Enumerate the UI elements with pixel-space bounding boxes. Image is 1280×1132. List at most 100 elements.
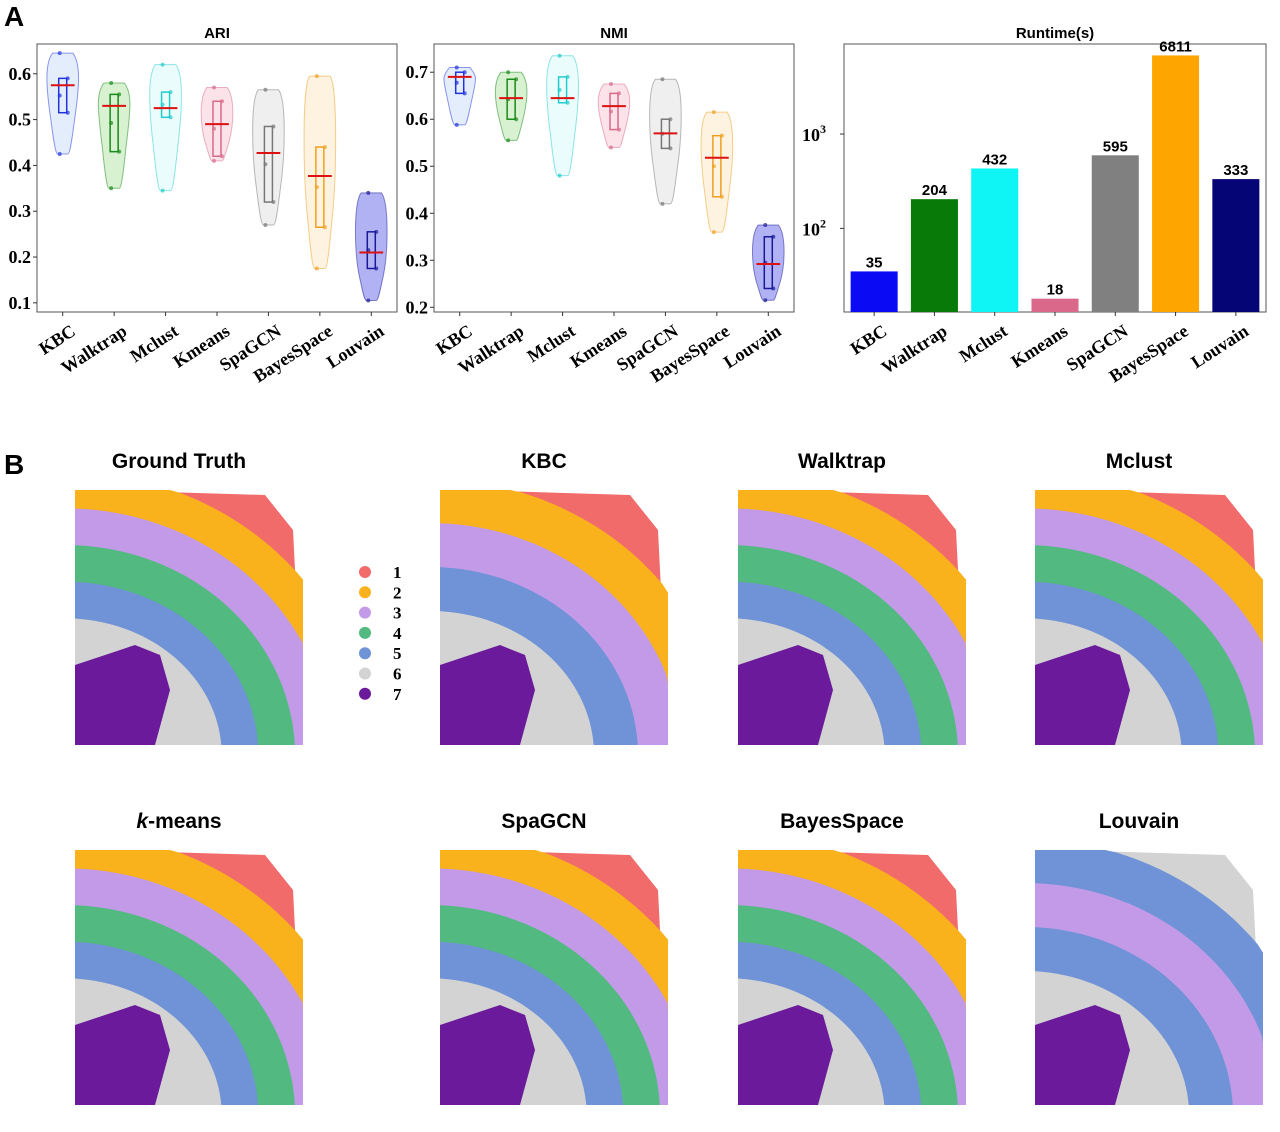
cluster-region-7 bbox=[1035, 1005, 1130, 1105]
data-point bbox=[263, 162, 268, 167]
data-point bbox=[212, 85, 216, 90]
violin-BayesSpace bbox=[700, 111, 734, 233]
map-title: Ground Truth bbox=[112, 450, 246, 473]
bar-value-label: 35 bbox=[866, 254, 883, 271]
x-tick-label: KBC bbox=[847, 321, 891, 359]
bar-value-label: 6811 bbox=[1159, 38, 1192, 55]
y-tick-label: 0.7 bbox=[406, 62, 429, 82]
legend-label: 3 bbox=[393, 604, 402, 623]
data-point bbox=[711, 164, 716, 169]
spatial-map-0: Ground Truth bbox=[75, 450, 303, 745]
tick-base: 10 bbox=[802, 219, 820, 239]
data-point bbox=[220, 99, 224, 104]
data-point bbox=[57, 93, 62, 98]
y-tick-label: 0.2 bbox=[406, 297, 429, 317]
data-point bbox=[660, 201, 665, 206]
cluster-region-7 bbox=[75, 1005, 170, 1105]
map-title: k-means bbox=[136, 810, 221, 833]
data-point bbox=[366, 190, 371, 195]
data-point bbox=[314, 185, 319, 190]
cluster-region-7 bbox=[1035, 645, 1130, 745]
map-title-text: KBC bbox=[521, 450, 567, 473]
legend-marker-5 bbox=[359, 647, 371, 660]
cluster-region-7 bbox=[440, 645, 535, 745]
legend-label: 7 bbox=[393, 685, 402, 704]
violin-Mclust bbox=[149, 64, 182, 192]
map-title-text: Louvain bbox=[1099, 810, 1180, 833]
bar-Louvain bbox=[1212, 179, 1260, 312]
data-point bbox=[462, 91, 467, 96]
panel-label-b: B bbox=[4, 449, 24, 480]
spatial-map-7: Louvain bbox=[1035, 810, 1263, 1105]
data-point bbox=[314, 74, 319, 79]
map-title-text: SpaGCN bbox=[501, 810, 586, 833]
bar-value-label: 432 bbox=[982, 151, 1007, 168]
map-title-text: Mclust bbox=[1106, 450, 1173, 473]
map-title-text: Ground Truth bbox=[112, 450, 246, 473]
data-point bbox=[565, 74, 570, 79]
bar-Mclust bbox=[971, 168, 1019, 312]
data-point bbox=[668, 117, 673, 122]
y-tick-label: 0.4 bbox=[9, 155, 32, 175]
data-point bbox=[617, 127, 621, 132]
data-point bbox=[117, 149, 122, 154]
legend-marker-1 bbox=[359, 566, 371, 578]
data-point bbox=[65, 76, 70, 81]
data-point bbox=[668, 146, 673, 151]
data-point bbox=[263, 87, 268, 92]
data-point bbox=[514, 77, 519, 82]
tick-exponent: 2 bbox=[820, 216, 826, 230]
data-point bbox=[454, 65, 459, 70]
bar-KBC bbox=[850, 271, 898, 312]
y-tick-label: 0.5 bbox=[406, 156, 429, 176]
map-title-text: BayesSpace bbox=[780, 810, 904, 833]
y-tick-label: 0.3 bbox=[9, 201, 32, 221]
spatial-map-2: Walktrap bbox=[738, 450, 966, 745]
legend-marker-7 bbox=[359, 687, 371, 700]
data-point bbox=[374, 266, 379, 271]
charts: ARI 0.1 0.2 0.3 0.4 0.5 0.6 KBCWalktrapMclustKm… bbox=[9, 25, 1267, 386]
data-point bbox=[271, 124, 276, 129]
violin-Walktrap bbox=[97, 82, 131, 189]
legend-label: 5 bbox=[393, 644, 402, 663]
data-point bbox=[220, 154, 224, 159]
data-point bbox=[117, 92, 122, 97]
data-point bbox=[660, 77, 665, 82]
violin-Kmeans bbox=[597, 83, 631, 148]
data-point bbox=[366, 248, 371, 253]
y-tick-label: 102 bbox=[802, 216, 826, 239]
bar-value-label: 333 bbox=[1223, 162, 1248, 179]
data-point bbox=[771, 234, 776, 239]
spatial-map-6: BayesSpace bbox=[738, 810, 966, 1105]
data-point bbox=[109, 80, 114, 85]
cluster-region-7 bbox=[738, 645, 833, 745]
data-point bbox=[719, 194, 724, 199]
data-point bbox=[557, 87, 562, 92]
data-point bbox=[65, 110, 70, 115]
data-point bbox=[462, 70, 467, 75]
y-tick-label: 0.5 bbox=[9, 110, 32, 130]
violin-Louvain bbox=[354, 192, 388, 302]
data-point bbox=[557, 173, 562, 178]
x-tick-label: Louvain bbox=[720, 321, 785, 373]
chart-title: Runtime(s) bbox=[1016, 25, 1094, 42]
chart-title: ARI bbox=[204, 25, 230, 42]
map-title: Louvain bbox=[1099, 810, 1180, 833]
bar-value-label: 204 bbox=[922, 182, 948, 199]
violin-Mclust bbox=[546, 55, 579, 177]
bar-Kmeans bbox=[1031, 298, 1079, 312]
violin-Louvain bbox=[751, 224, 785, 301]
violin-Walktrap bbox=[494, 71, 528, 141]
data-point bbox=[609, 145, 613, 150]
legend-label: 6 bbox=[393, 665, 402, 684]
x-tick-label: Walktrap bbox=[878, 321, 951, 378]
tick-exponent: 3 bbox=[820, 122, 826, 136]
map-title: BayesSpace bbox=[780, 810, 904, 833]
bar-value-label: 595 bbox=[1103, 138, 1128, 155]
spatial-maps: Ground Truth KBC Walktrap Mclust k-means SpaG… bbox=[75, 450, 1263, 1105]
map-title-italic: k bbox=[136, 810, 149, 833]
data-point bbox=[506, 138, 511, 143]
cluster-region-7 bbox=[75, 645, 170, 745]
y-tick-label: 103 bbox=[802, 122, 826, 145]
